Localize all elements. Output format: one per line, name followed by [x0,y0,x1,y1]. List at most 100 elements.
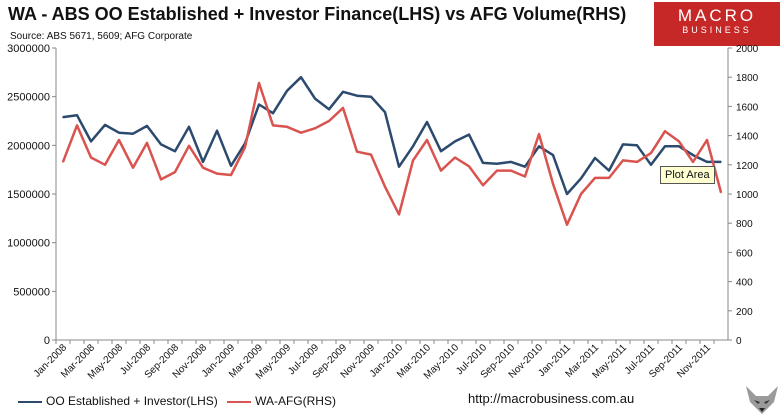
fox-icon [746,386,778,414]
data-point [566,193,568,195]
data-point [118,139,120,141]
legend-swatch-afg [227,400,252,403]
data-point [622,159,624,162]
legend-item-oo: OO Established + Investor(LHS) [18,394,218,408]
left-tick-label: 500000 [13,286,50,298]
logo-line1: MACRO [677,6,757,25]
legend-item-afg: WA-AFG(RHS) [227,394,336,408]
data-point [370,95,372,98]
data-point [300,76,302,78]
data-point [552,154,554,156]
data-point [566,223,568,226]
data-point [272,112,274,115]
left-tick-label: 2500000 [7,92,50,104]
data-point [454,140,456,143]
data-point [160,178,162,181]
data-point [174,171,176,173]
data-point [510,161,512,163]
right-tick-label: 800 [736,219,753,230]
right-tick-label: 1600 [736,102,759,113]
data-point [160,143,162,146]
data-point [468,165,470,168]
data-point [328,108,330,111]
left-tick-label: 0 [44,335,50,347]
data-point [286,126,288,128]
right-tick-label: 1000 [736,190,759,201]
data-point [482,162,484,164]
data-point [692,154,694,156]
data-point [146,142,148,144]
left-tick-label: 2000000 [7,140,50,152]
data-point [636,144,638,147]
data-point [188,145,190,147]
legend-label-afg: WA-AFG(RHS) [255,394,336,408]
data-point [706,139,708,141]
right-tick-label: 1800 [736,73,759,84]
data-point [370,153,372,156]
data-point [300,131,302,134]
right-tick-label: 0 [736,336,742,347]
data-point [538,133,540,135]
data-point [720,161,722,163]
series-line-wa-afg [61,81,723,226]
data-point [356,150,358,153]
data-point [328,120,330,122]
data-point [76,114,78,116]
logo-line2: BUSINESS [682,25,752,35]
data-point [398,165,400,168]
data-point [412,159,414,162]
data-point [104,124,106,126]
data-point [342,107,344,109]
data-point [440,169,442,172]
data-point [706,161,708,163]
data-point [552,182,554,185]
data-point [230,174,232,176]
data-point [594,157,596,159]
data-point [132,166,134,169]
data-point [454,156,456,159]
data-point [104,164,106,166]
data-point [90,140,92,143]
data-point [594,177,596,179]
data-point [580,177,582,180]
data-point [202,161,204,163]
data-point [62,116,64,118]
data-point [314,127,316,130]
right-tick-label: 400 [736,278,753,289]
right-tick-label: 600 [736,248,753,259]
data-point [202,166,204,169]
data-point [482,184,484,187]
data-point [244,146,246,149]
data-point [384,111,386,114]
data-point [608,169,610,172]
data-point [678,145,680,148]
data-point [314,97,316,100]
data-point [538,145,540,148]
data-point [524,165,526,168]
data-point [468,133,470,136]
data-point [174,150,176,152]
site-url: http://macrobusiness.com.au [468,391,635,406]
data-point [510,169,512,172]
data-point [146,125,148,127]
data-point [258,82,260,84]
data-point [496,169,498,172]
data-point [496,163,498,165]
data-point [342,91,344,93]
data-point [216,129,218,132]
data-point [118,131,120,134]
data-point [664,145,666,148]
data-point [664,130,666,133]
chart-legend: OO Established + Investor(LHS) WA-AFG(RH… [18,394,342,408]
data-point [132,132,134,135]
right-tick-label: 1200 [736,161,759,172]
data-point [412,145,414,148]
right-tick-label: 2000 [736,44,759,55]
data-point [286,90,288,92]
right-tick-label: 200 [736,307,753,318]
left-tick-label: 3000000 [7,43,50,55]
data-point [356,94,358,97]
data-point [398,213,400,216]
data-point [650,164,652,166]
